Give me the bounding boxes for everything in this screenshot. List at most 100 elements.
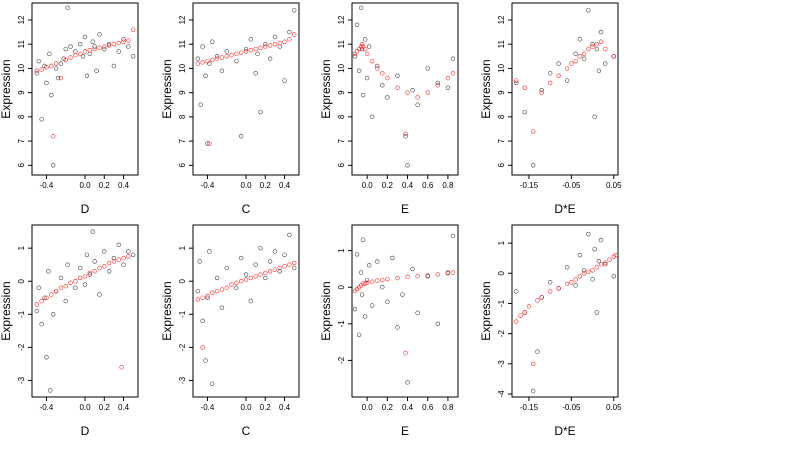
observed-point (253, 71, 258, 76)
fitted-point (111, 259, 117, 264)
fitted-point (111, 41, 117, 47)
fitted-point (58, 285, 64, 291)
observed-point (224, 265, 229, 271)
fitted-point (49, 292, 54, 297)
panel-3: -0.15 -0.05 0.05 6 7 8 9 10 11 12 D*E Expression (479, 2, 622, 216)
fitted-point (102, 44, 107, 49)
observed-point (73, 49, 78, 54)
observed-point (106, 41, 112, 47)
fitted-point (380, 71, 385, 76)
fitted-point (526, 304, 532, 309)
fitted-point (362, 46, 368, 52)
observed-point (586, 231, 591, 237)
observed-point (514, 289, 519, 294)
x-axis-label: E (401, 202, 409, 216)
observed-point (258, 245, 263, 251)
y-axis-label: Expression (160, 281, 174, 340)
observed-point (97, 292, 102, 297)
fitted-point (102, 264, 107, 269)
fitted-point (287, 262, 292, 267)
observed-point (415, 102, 420, 107)
observed-point (352, 54, 358, 59)
y-tick-label: 12 (17, 15, 26, 24)
panel-4: -0.4 0.0 0.2 0.4 -3 -2 -1 0 1 D Expression (0, 224, 139, 438)
fitted-point (291, 32, 297, 37)
x-tick-label: 0.05 (606, 181, 622, 190)
observed-point (238, 134, 244, 139)
observed-point (287, 29, 292, 35)
observed-point (539, 88, 544, 93)
observed-point (63, 298, 68, 304)
observed-point (450, 56, 456, 61)
observed-point (390, 255, 395, 261)
observed-point (90, 39, 95, 44)
fitted-point (362, 281, 368, 286)
fitted-point (92, 46, 97, 52)
fitted-point (385, 276, 390, 282)
y-tick-label: 1 (178, 245, 187, 250)
fitted-point (121, 39, 126, 44)
observed-point (84, 73, 90, 78)
x-axis-label: C (242, 424, 251, 438)
y-tick-label: -3 (497, 360, 506, 368)
fitted-point (277, 40, 282, 46)
observed-point (48, 388, 53, 393)
fitted-point (205, 58, 210, 64)
observed-point (410, 266, 415, 272)
observed-point (603, 61, 608, 66)
x-tick-label: 0.6 (422, 181, 434, 190)
observed-point (205, 141, 210, 146)
fitted-point (547, 80, 553, 86)
x-tick-label: -0.15 (520, 403, 539, 412)
fitted-point (224, 54, 229, 59)
fitted-point (200, 295, 205, 300)
fitted-point (564, 66, 570, 71)
observed-point (598, 237, 604, 243)
observed-point (68, 44, 73, 49)
observed-point (102, 249, 107, 254)
fitted-point (243, 277, 249, 282)
panel-1: -0.4 0.0 0.2 0.4 6 7 8 9 10 11 12 C Expression (160, 2, 300, 216)
y-tick-label: 12 (337, 15, 346, 24)
observed-point (366, 44, 372, 49)
fitted-point (415, 95, 420, 100)
y-axis-label: Expression (319, 281, 333, 340)
fitted-point (611, 54, 616, 59)
y-tick-label: -3 (178, 376, 187, 384)
observed-point (277, 269, 282, 274)
observed-point (58, 275, 64, 281)
fitted-point (530, 361, 536, 367)
observed-point (556, 61, 561, 66)
fitted-point (214, 288, 220, 294)
observed-point (111, 63, 117, 69)
y-tick-label: 0 (178, 278, 187, 283)
fitted-point (200, 345, 205, 350)
observed-point (203, 358, 208, 363)
observed-point (46, 269, 51, 274)
observed-point (564, 78, 570, 83)
x-axis-label: D*E (554, 202, 575, 216)
observed-point (360, 92, 366, 98)
observed-point (77, 41, 83, 47)
x-tick-label: 0.2 (382, 181, 394, 190)
fitted-point (253, 46, 258, 52)
fitted-point (282, 264, 287, 269)
x-axis-label: D*E (554, 424, 575, 438)
plot-frame (511, 224, 619, 398)
fitted-point (425, 90, 430, 95)
x-tick-label: 0.0 (240, 403, 252, 412)
observed-point (590, 277, 595, 282)
fitted-point (258, 272, 263, 277)
observed-point (573, 51, 578, 57)
y-tick-label: -1 (497, 299, 506, 307)
observed-point (243, 272, 249, 277)
observed-point (364, 75, 370, 81)
fitted-point (358, 44, 364, 49)
observed-point (395, 73, 400, 78)
observed-point (80, 54, 86, 59)
fitted-point (403, 131, 408, 137)
fitted-point (598, 39, 604, 44)
observed-point (130, 252, 136, 257)
observed-point (77, 265, 83, 271)
x-axis-label: E (401, 424, 409, 438)
